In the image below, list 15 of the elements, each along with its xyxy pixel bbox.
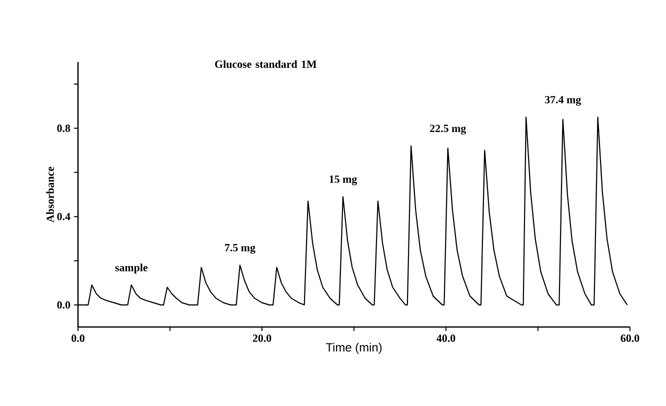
y-tick-label: 0.0 [57,301,70,309]
y-axis-title: Absorbance [46,166,54,222]
annotation: sample [115,264,148,274]
x-tick-label: 40.0 [436,334,456,342]
annotation: 7.5 mg [225,244,256,254]
x-tick-label: 20.0 [252,334,272,342]
chart-title: Glucose standard 1M [215,60,316,68]
x-tick-label: 60.0 [620,334,640,342]
x-axis-title: Time (min) [326,342,382,354]
annotation: 22.5 mg [430,124,466,134]
y-tick-label: 0.4 [57,212,70,220]
annotation: 15 mg [330,176,358,186]
annotation: 37.4 mg [544,96,582,106]
y-tick-label: 0.8 [57,124,70,132]
x-tick-label: 0.0 [72,334,84,342]
